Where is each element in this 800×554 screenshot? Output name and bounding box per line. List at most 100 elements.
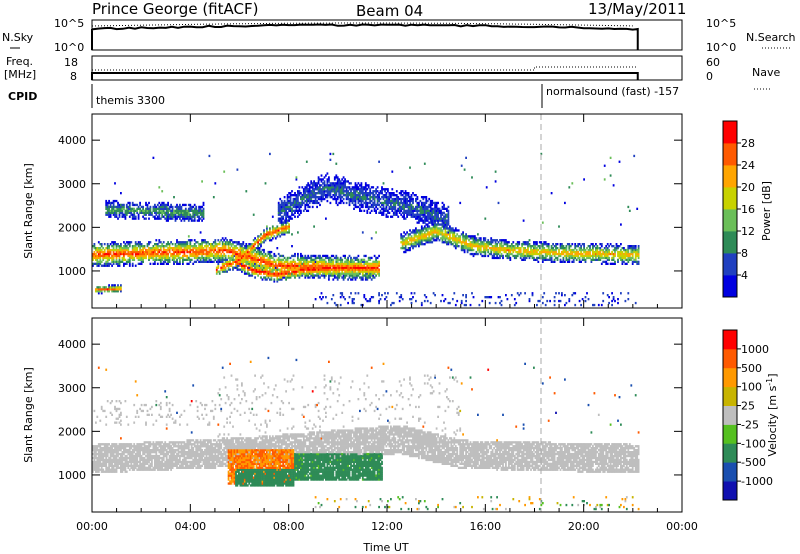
power-cell <box>440 209 442 212</box>
power-cell <box>356 266 358 269</box>
power-cell <box>199 256 202 260</box>
power-cell <box>404 194 407 197</box>
power-cell <box>264 266 267 269</box>
power-cell <box>500 299 503 303</box>
power-cell <box>196 209 199 212</box>
power-cell <box>356 276 358 279</box>
power-cell <box>263 248 265 252</box>
power-cell <box>280 231 283 234</box>
power-cell <box>273 254 276 258</box>
power-cell <box>329 274 332 277</box>
power-cell <box>330 196 333 199</box>
power-cell <box>561 243 563 246</box>
power-cell <box>288 217 290 220</box>
power-cell <box>366 194 369 197</box>
power-cell <box>176 241 178 244</box>
power-cell <box>245 272 248 275</box>
power-cell <box>534 243 537 246</box>
power-cell <box>533 256 535 260</box>
power-cell <box>364 278 367 281</box>
power-cell <box>522 241 525 244</box>
power-cell <box>549 254 551 258</box>
power-cell <box>420 303 423 307</box>
power-cell <box>351 194 354 197</box>
power-cell <box>344 180 346 183</box>
power-cell <box>519 248 522 252</box>
power-cell <box>229 268 231 271</box>
power-cell <box>298 264 301 267</box>
power-cell <box>111 205 113 209</box>
power-cell <box>410 298 413 301</box>
power-cell <box>164 211 167 214</box>
power-cell <box>314 258 317 261</box>
power-cell <box>425 217 428 220</box>
power-cell <box>120 205 122 209</box>
power-cell <box>528 252 531 256</box>
power-cell <box>109 250 112 254</box>
nsky-tick-top: 10^5 <box>54 17 84 30</box>
power-cell <box>387 209 389 212</box>
power-cell <box>330 268 333 271</box>
power-cell <box>215 268 218 271</box>
power-cell <box>390 215 392 218</box>
power-cell <box>184 217 187 220</box>
power-cell <box>136 207 139 210</box>
power-cell <box>378 203 380 207</box>
power-cell <box>310 190 313 193</box>
power-cell <box>390 192 392 195</box>
power-cell <box>149 241 152 244</box>
power-cell <box>485 241 488 244</box>
power-cell <box>151 248 153 252</box>
power-cell <box>625 248 628 252</box>
power-cell <box>286 272 289 275</box>
power-cell <box>413 213 416 216</box>
power-cell <box>112 213 115 216</box>
power-cell <box>530 250 532 254</box>
power-cell <box>339 262 342 265</box>
power-cell <box>243 268 246 271</box>
power-cell <box>280 278 283 281</box>
power-cell <box>435 231 438 234</box>
power-cell <box>431 201 434 205</box>
power-cell <box>112 250 115 254</box>
power-cell <box>305 256 308 260</box>
power-cell <box>434 205 436 209</box>
power-cell <box>369 258 372 261</box>
power-cell <box>304 192 307 195</box>
power-cell <box>251 274 254 277</box>
power-cell <box>541 221 544 224</box>
power-cell <box>319 184 321 187</box>
power-cell <box>325 254 327 258</box>
power-cell <box>258 270 261 273</box>
power-cell <box>174 243 177 246</box>
power-cell <box>360 264 363 267</box>
power-cell <box>201 239 203 242</box>
power-cell <box>121 260 124 263</box>
power-cell <box>420 235 423 238</box>
power-cell <box>301 258 304 261</box>
power-cell <box>454 229 457 232</box>
power-cell <box>534 258 537 261</box>
power-cell <box>154 207 156 210</box>
power-cell <box>201 219 203 222</box>
power-cell <box>385 199 388 203</box>
power-cell <box>360 197 363 201</box>
power-cell <box>354 266 357 269</box>
power-cell <box>202 247 205 250</box>
power-cell <box>592 250 594 254</box>
power-cell <box>307 196 310 199</box>
power-cell <box>460 164 463 167</box>
power-cell <box>285 264 287 267</box>
power-cell <box>606 294 609 297</box>
power-cell <box>359 270 361 273</box>
power-cell <box>173 247 175 250</box>
power-cell <box>112 290 115 293</box>
power-cell <box>578 256 581 260</box>
power-cell <box>112 252 115 256</box>
power-cell <box>431 219 434 222</box>
power-cell <box>351 192 354 195</box>
power-cell <box>311 188 314 191</box>
power-cell <box>356 256 358 260</box>
date-label: 13/May/2011 <box>588 0 686 18</box>
power-cell <box>354 274 357 277</box>
